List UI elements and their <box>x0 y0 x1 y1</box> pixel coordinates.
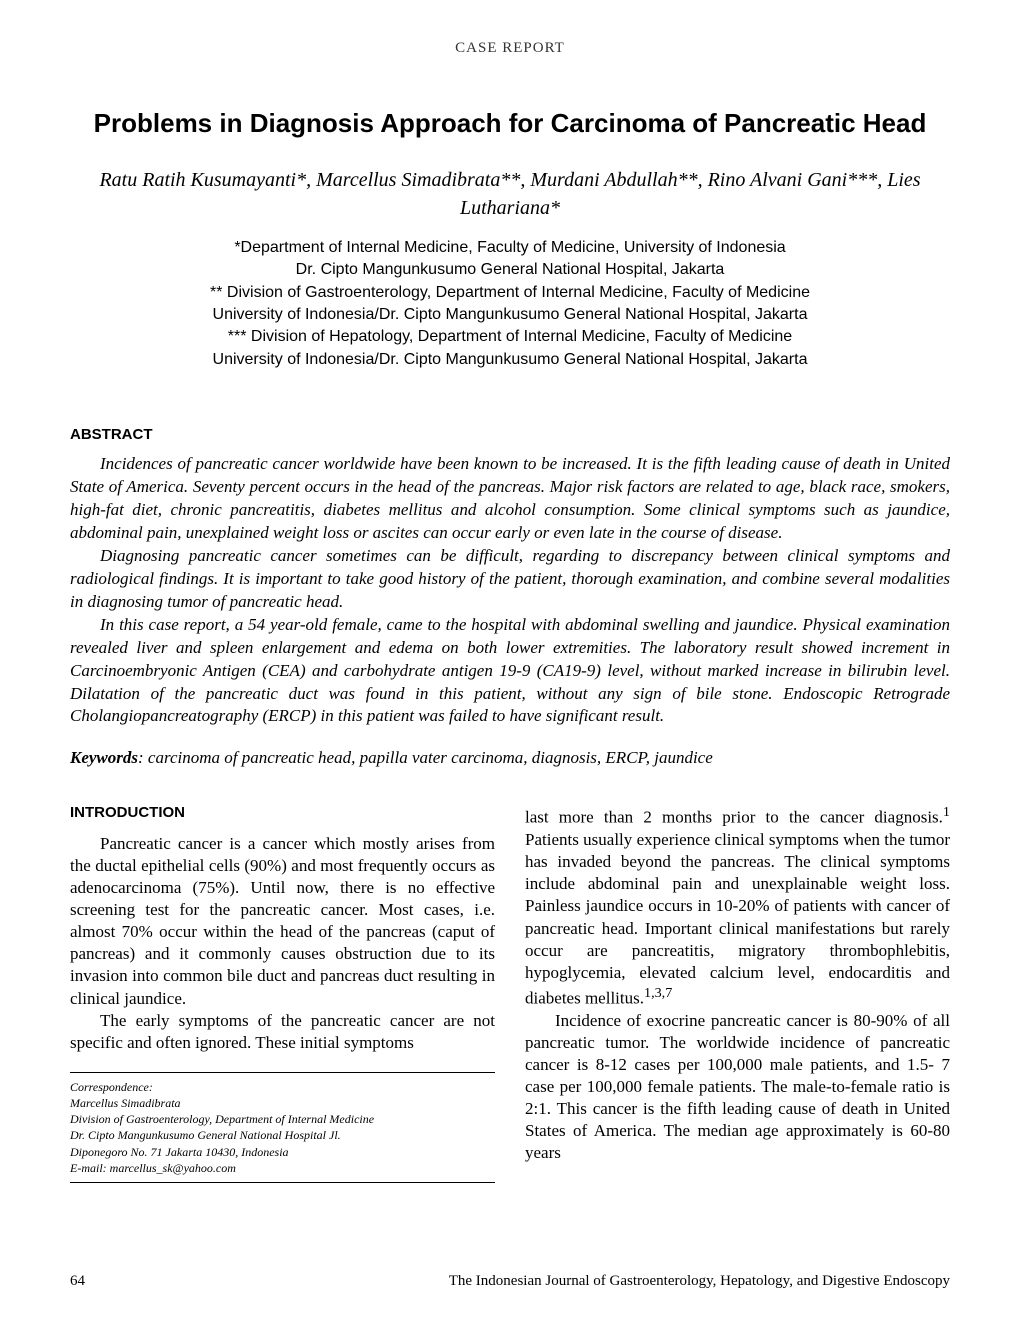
citation-ref: 1 <box>943 804 950 820</box>
abstract-heading: ABSTRACT <box>70 426 950 443</box>
affiliation-line: *** Division of Hepatology, Department o… <box>70 326 950 348</box>
page-number: 64 <box>70 1273 85 1290</box>
correspondence-line: Diponegoro No. 71 Jakarta 10430, Indones… <box>70 1144 495 1160</box>
correspondence-line: Division of Gastroenterology, Department… <box>70 1111 495 1127</box>
left-column: INTRODUCTION Pancreatic cancer is a canc… <box>70 803 495 1183</box>
abstract-para: Diagnosing pancreatic cancer sometimes c… <box>70 545 950 614</box>
intro-para: Incidence of exocrine pancreatic cancer … <box>525 1010 950 1165</box>
keywords-text: : carcinoma of pancreatic head, papilla … <box>138 748 713 767</box>
body-columns: INTRODUCTION Pancreatic cancer is a canc… <box>70 803 950 1183</box>
keywords: Keywords: carcinoma of pancreatic head, … <box>70 748 950 768</box>
authors: Ratu Ratih Kusumayanti*, Marcellus Simad… <box>70 166 950 222</box>
affiliations: *Department of Internal Medicine, Facult… <box>70 237 950 371</box>
intro-para: The early symptoms of the pancreatic can… <box>70 1010 495 1054</box>
right-column: last more than 2 months prior to the can… <box>525 803 950 1183</box>
keywords-label: Keywords <box>70 748 138 767</box>
affiliation-line: University of Indonesia/Dr. Cipto Mangun… <box>70 304 950 326</box>
affiliation-line: University of Indonesia/Dr. Cipto Mangun… <box>70 349 950 371</box>
introduction-heading: INTRODUCTION <box>70 803 495 823</box>
abstract-para: Incidences of pancreatic cancer worldwid… <box>70 453 950 545</box>
citation-ref: 1,3,7 <box>644 985 672 1001</box>
report-type: CASE REPORT <box>70 40 950 57</box>
correspondence-box: Correspondence: Marcellus Simadibrata Di… <box>70 1072 495 1183</box>
journal-name: The Indonesian Journal of Gastroenterolo… <box>449 1273 950 1290</box>
article-title: Problems in Diagnosis Approach for Carci… <box>70 107 950 141</box>
correspondence-email: E-mail: marcellus_sk@yahoo.com <box>70 1160 495 1176</box>
page-footer: 64 The Indonesian Journal of Gastroenter… <box>70 1273 950 1290</box>
abstract-para: In this case report, a 54 year-old femal… <box>70 614 950 729</box>
correspondence-line: Dr. Cipto Mangunkusumo General National … <box>70 1127 495 1143</box>
affiliation-line: *Department of Internal Medicine, Facult… <box>70 237 950 259</box>
affiliation-line: Dr. Cipto Mangunkusumo General National … <box>70 259 950 281</box>
abstract-body: Incidences of pancreatic cancer worldwid… <box>70 453 950 728</box>
correspondence-heading: Correspondence: <box>70 1079 495 1095</box>
intro-para: Pancreatic cancer is a cancer which most… <box>70 833 495 1010</box>
correspondence-name: Marcellus Simadibrata <box>70 1095 495 1111</box>
intro-para: last more than 2 months prior to the can… <box>525 803 950 1009</box>
affiliation-line: ** Division of Gastroenterology, Departm… <box>70 282 950 304</box>
